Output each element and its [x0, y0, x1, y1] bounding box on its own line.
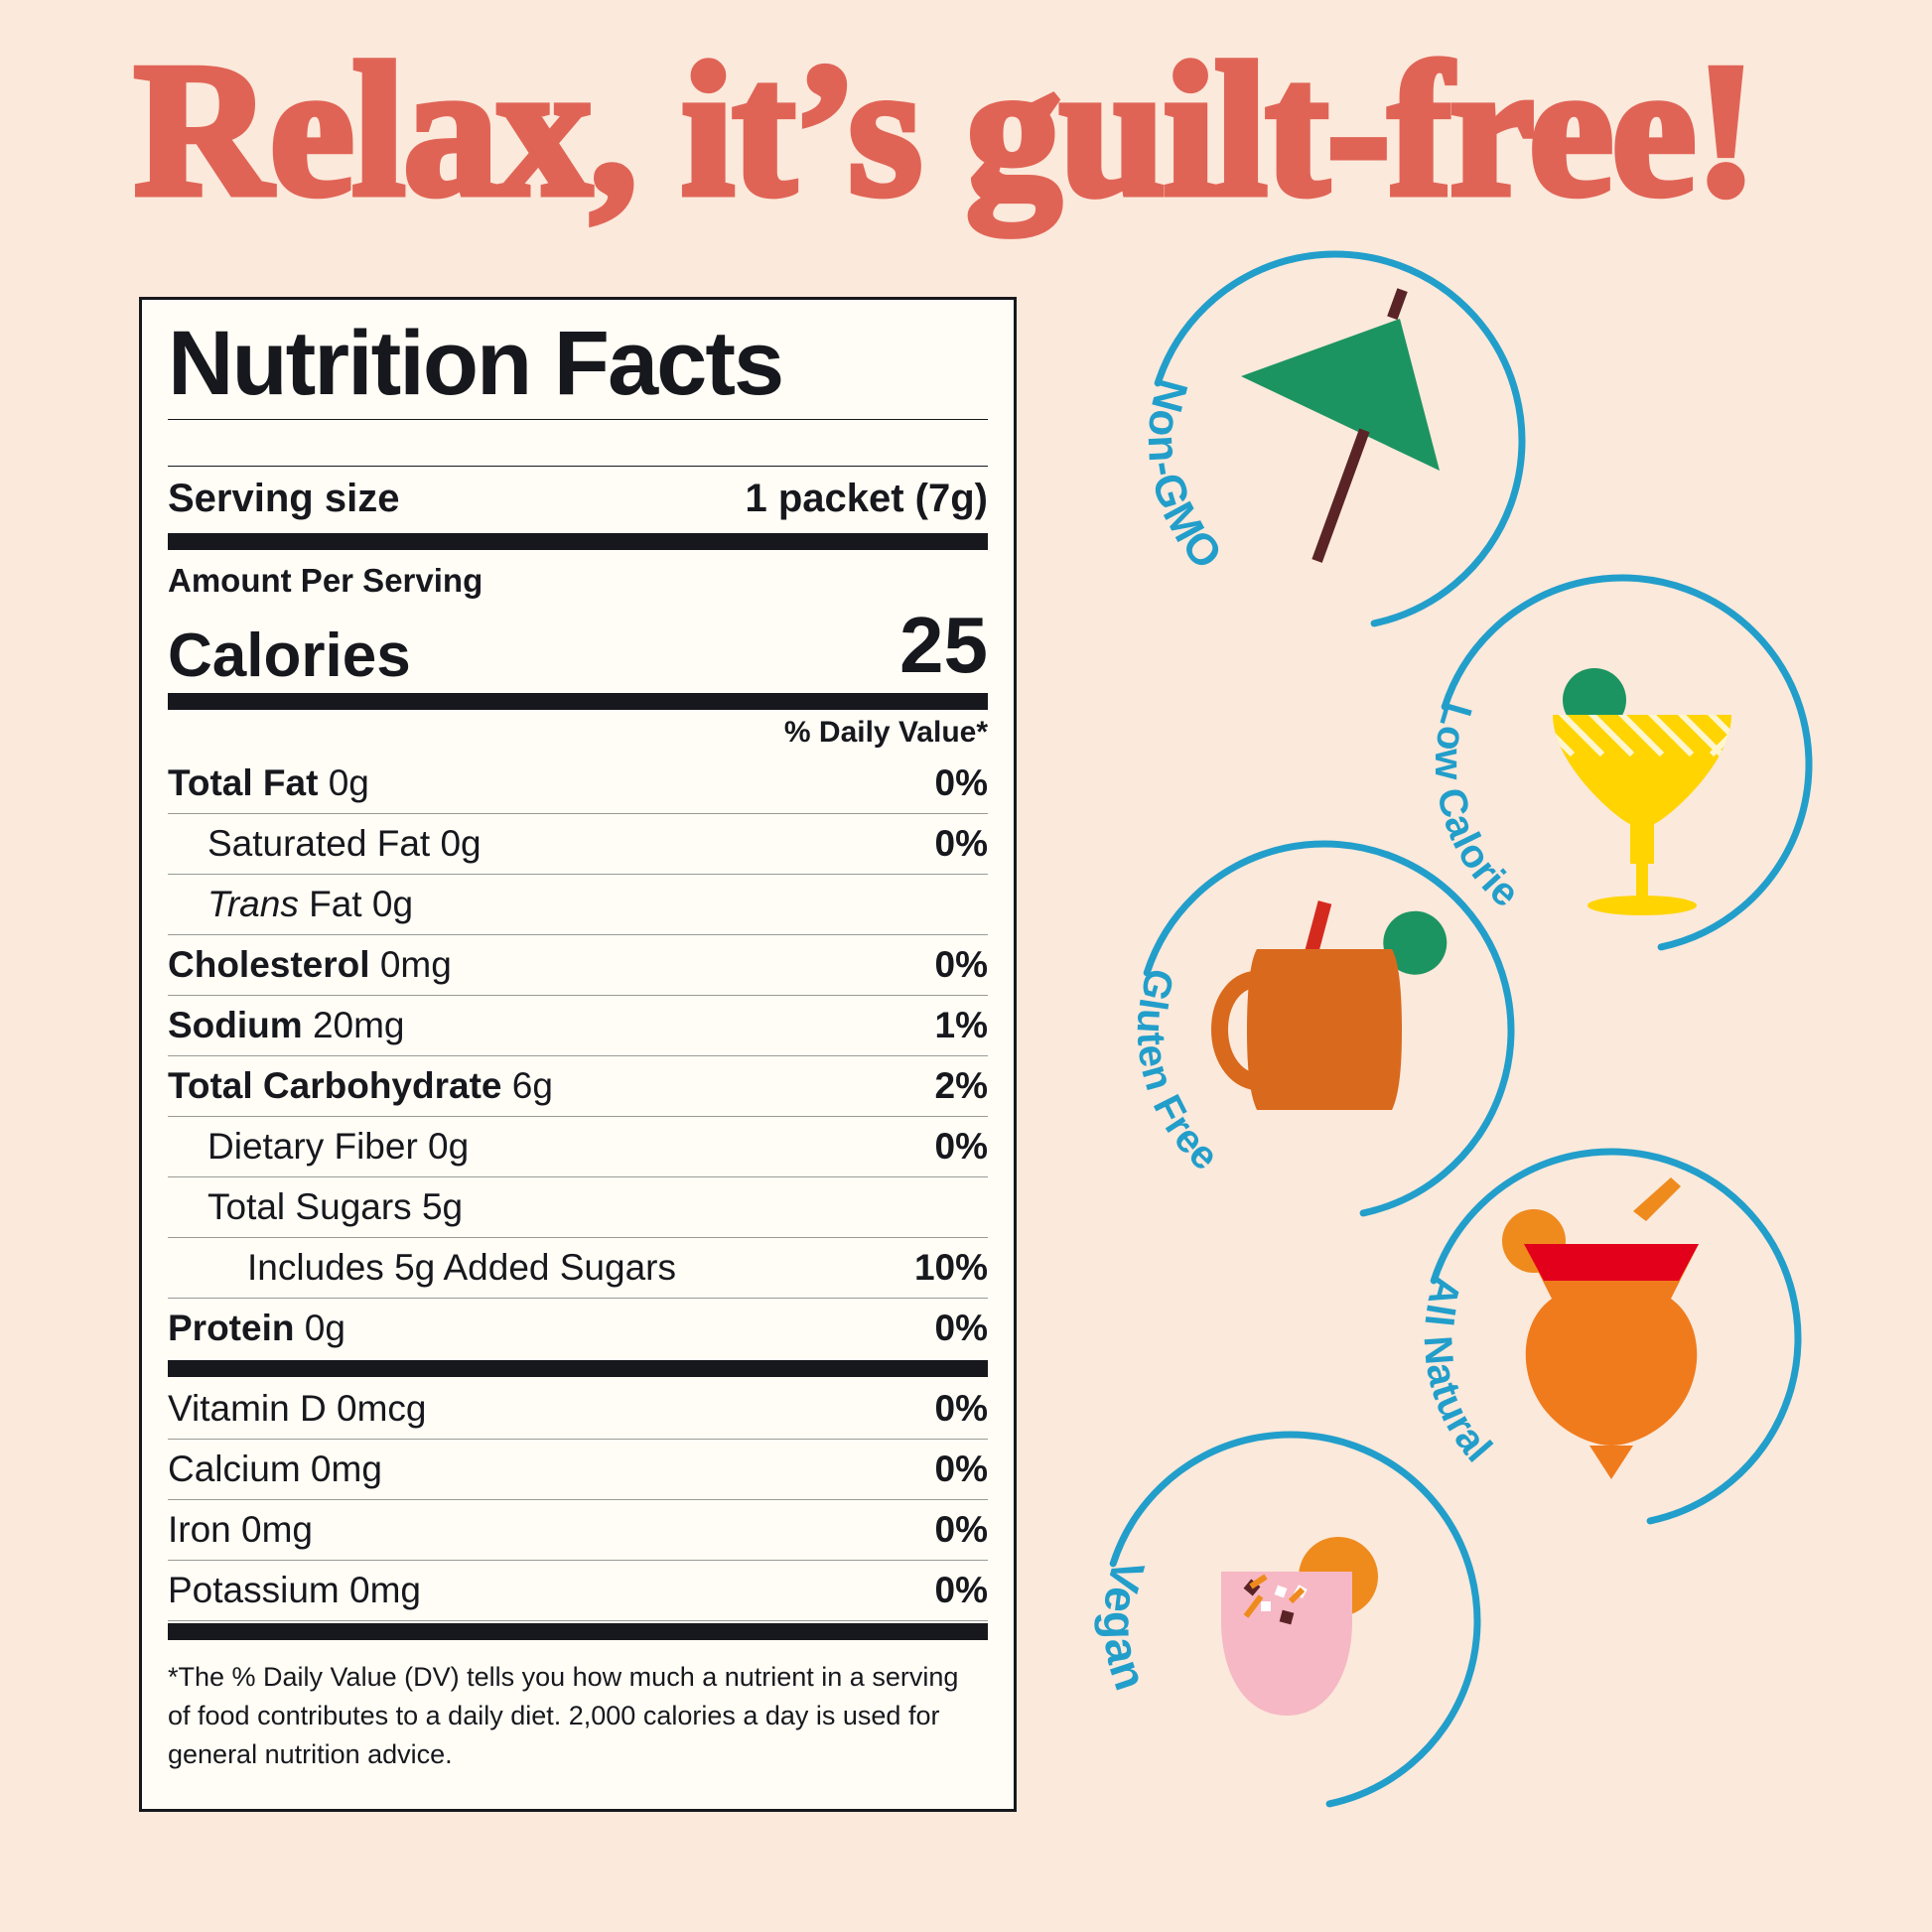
svg-text:Gluten Free: Gluten Free [1129, 964, 1227, 1179]
svg-text:Non-GMO: Non-GMO [1139, 374, 1232, 579]
svg-text:Vegan: Vegan [1094, 1555, 1158, 1698]
